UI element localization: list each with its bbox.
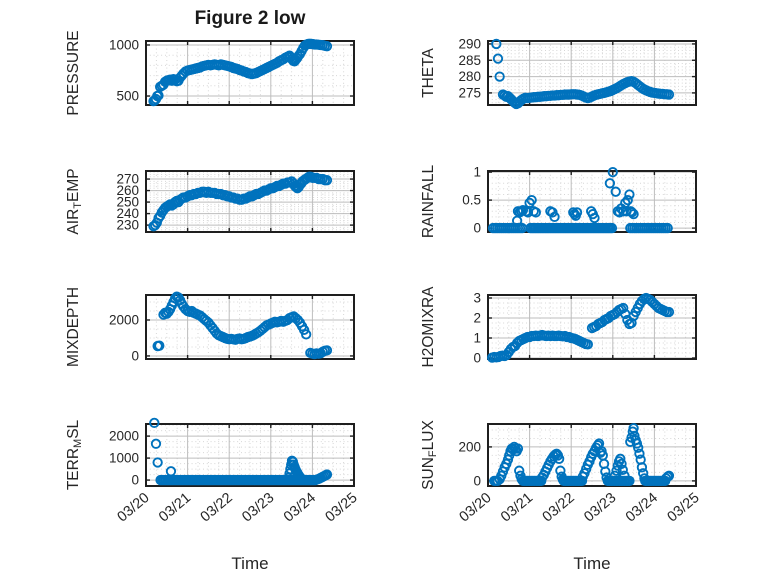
y-tick-label: 0	[473, 221, 481, 236]
y-tick-label: 1	[473, 331, 481, 346]
y-axis-label: TERRMSL	[65, 419, 84, 490]
plot-box	[487, 40, 697, 106]
y-axis-label: SUNFLUX	[420, 420, 439, 490]
subplot-sun-flux: 0 200 03/20 03/21 03/22 03/23 03/24 03/25 SUNFLU…	[420, 420, 703, 526]
y-tick-label: 285	[458, 53, 481, 68]
subplot-pressure: 500 1000 PRESSURE	[65, 30, 355, 116]
tick-marks	[145, 295, 355, 359]
y-tick-label: 0	[131, 473, 139, 488]
y-tick-label: 0	[131, 348, 139, 363]
y-tick-label: 0.5	[462, 193, 481, 208]
y-tick-label: 230	[116, 218, 139, 233]
y-tick-label: 200	[458, 439, 481, 454]
plot-box	[145, 40, 355, 106]
y-tick-label: 290	[458, 36, 481, 51]
data-points	[152, 291, 333, 360]
y-tick-label: 250	[116, 195, 139, 210]
grid-lines	[487, 171, 697, 232]
figure-title: Figure 2 low	[194, 8, 306, 29]
subplot-rainfall: 0 0.5 1 RAINFALL	[420, 165, 697, 239]
y-tick-label: 240	[116, 206, 139, 221]
y-tick-label: 1	[473, 165, 481, 180]
y-axis-label: MIXDEPTH	[65, 287, 82, 367]
data-points	[489, 423, 675, 487]
subplot-h2omixra: 0 1 2 3 H2OMIXRA	[420, 286, 697, 368]
data-points	[148, 171, 333, 232]
plot-box	[145, 423, 355, 487]
data-points	[487, 166, 673, 234]
y-tick-label: 0	[473, 351, 481, 366]
plot-box	[145, 294, 355, 360]
x-tick-label: 03/22	[198, 490, 236, 526]
y-axis-label: RAINFALL	[420, 165, 437, 239]
y-tick-label: 3	[473, 291, 481, 306]
x-tick-label: 03/20	[114, 490, 152, 526]
x-tick-label: 03/25	[322, 490, 360, 526]
x-tick-label: 03/22	[540, 490, 578, 526]
x-tick-label: 03/21	[498, 490, 536, 526]
data-points	[491, 38, 675, 110]
plot-box	[487, 294, 697, 360]
y-tick-label: 270	[116, 172, 139, 187]
x-tick-label: 03/24	[623, 490, 661, 526]
y-axis-label: H2OMIXRA	[420, 286, 437, 368]
x-tick-label: 03/25	[664, 490, 702, 526]
x-axis-label-left: Time	[231, 554, 269, 573]
x-tick-label: 03/20	[456, 490, 494, 526]
y-tick-label: 260	[116, 183, 139, 198]
y-axis-label: AIRTEMP	[65, 168, 84, 234]
y-tick-label: 1000	[109, 451, 139, 466]
y-tick-label: 500	[116, 89, 139, 104]
y-tick-label: 0	[473, 473, 481, 488]
x-tick-label: 03/24	[281, 490, 319, 526]
y-tick-label: 280	[458, 69, 481, 84]
y-tick-label: 2000	[109, 429, 139, 444]
data-points	[149, 417, 333, 486]
y-axis-label: PRESSURE	[65, 30, 82, 115]
subplot-terr-msl: 0 1000 2000 03/20 03/21 03/22 03/23 03/24 03/25 T…	[65, 417, 361, 526]
plot-box	[487, 423, 697, 487]
y-tick-label: 2000	[109, 312, 139, 327]
tick-marks	[487, 41, 697, 105]
y-axis-label: THETA	[420, 48, 437, 98]
y-tick-label: 1000	[109, 37, 139, 52]
data-points	[148, 38, 333, 107]
y-tick-label: 2	[473, 311, 481, 326]
x-tick-label: 03/23	[239, 490, 277, 526]
tick-marks	[145, 41, 355, 105]
tick-marks	[487, 295, 697, 359]
y-tick-label: 275	[458, 85, 481, 100]
x-axis-label-right: Time	[573, 554, 611, 573]
x-tick-label: 03/21	[156, 490, 194, 526]
data-points	[487, 292, 675, 363]
x-tick-label: 03/23	[581, 490, 619, 526]
subplot-mixdepth: 0 2000 MIXDEPTH	[65, 287, 355, 367]
